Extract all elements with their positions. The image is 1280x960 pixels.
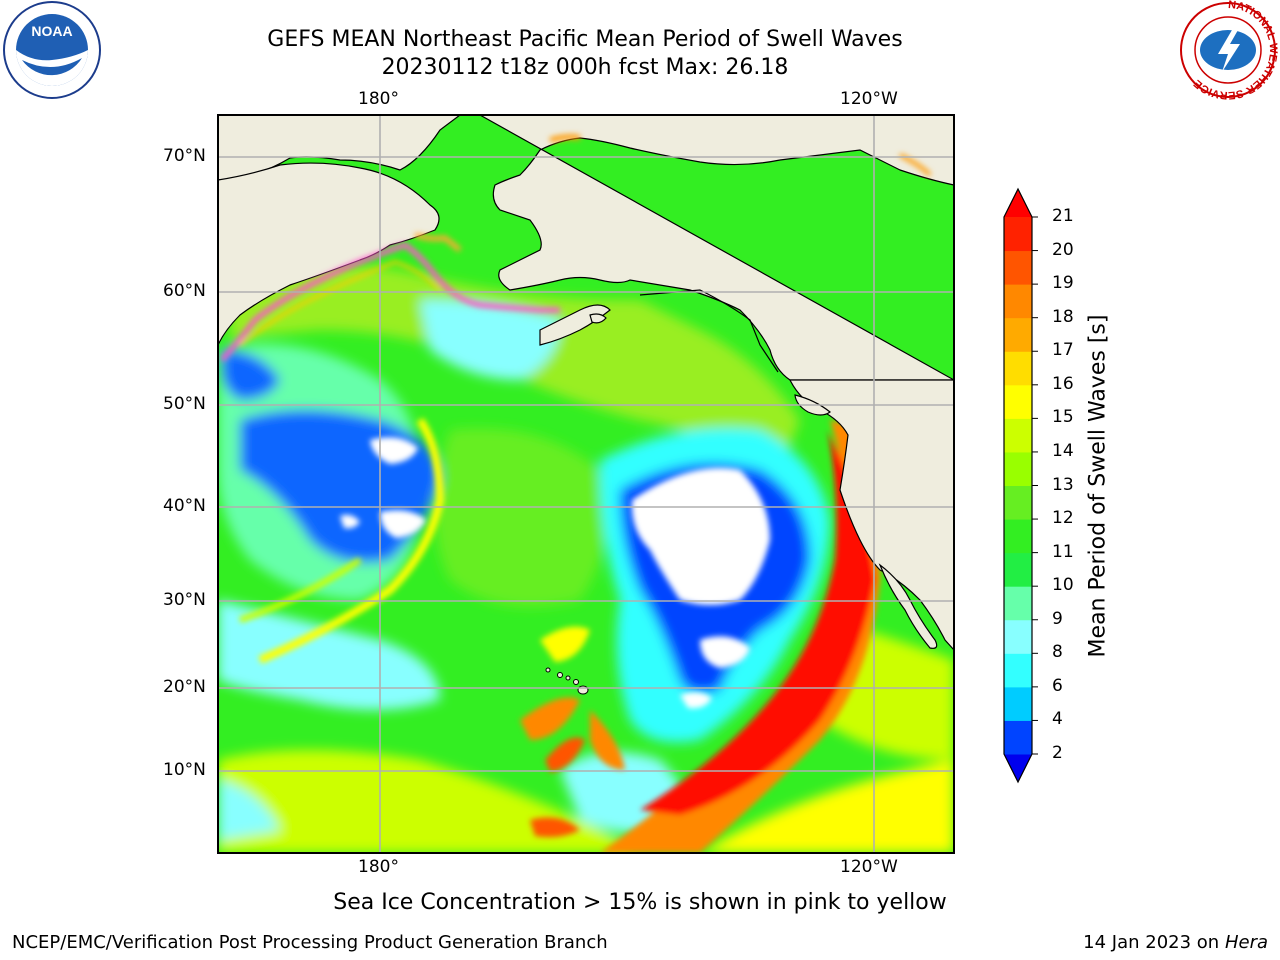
colorbar-segment xyxy=(1004,519,1032,554)
colorbar-tick-label: 13 xyxy=(1052,474,1074,495)
lon-label-top-120w: 120°W xyxy=(840,89,898,109)
colorbar-segment xyxy=(1004,351,1032,386)
field-cyan-west xyxy=(218,600,440,710)
nodata-west-low-3 xyxy=(340,514,360,529)
colorbar-tick-label: 6 xyxy=(1052,675,1063,696)
map-gridlines xyxy=(218,115,954,853)
credit-host: Hera xyxy=(1224,932,1268,953)
band-red xyxy=(640,430,875,815)
credit-date: 14 Jan 2023 on xyxy=(1083,932,1220,953)
nws-logo: NATIONAL WEATHER SERVICE xyxy=(1180,0,1278,100)
colorbar-under-extension xyxy=(1004,754,1032,782)
land-kodiak xyxy=(589,313,607,324)
colorbar-tick-label: 17 xyxy=(1052,340,1074,361)
colorbar-segment xyxy=(1004,485,1032,520)
field-lime-central xyxy=(435,428,607,607)
chart-title: GEFS MEAN Northeast Pacific Mean Period … xyxy=(267,27,903,52)
colorbar-segment xyxy=(1004,217,1032,252)
field-blue-west-edge xyxy=(222,350,280,400)
land-baja xyxy=(878,563,938,649)
nodata-east-high xyxy=(631,468,770,605)
colorbar-segment xyxy=(1004,552,1032,587)
band-orange xyxy=(600,420,880,853)
sea-ice-arctic xyxy=(549,134,581,143)
colorbar-tick-label: 4 xyxy=(1052,709,1063,730)
land-gulf-outline xyxy=(639,289,779,373)
field-cyan-southwest xyxy=(218,780,280,840)
colorbar-segment xyxy=(1004,451,1032,486)
streak-yellow-1 xyxy=(540,626,590,662)
colorbar-tick-label: 16 xyxy=(1052,373,1074,394)
credit-right: 14 Jan 2023 on Hera xyxy=(1083,932,1268,953)
lon-label-bottom-120w: 120°W xyxy=(840,857,898,877)
colorbar-tick-label: 18 xyxy=(1052,306,1074,327)
lat-label-30n: 30°N xyxy=(163,590,206,610)
colorbar-segment xyxy=(1004,418,1032,453)
colorbar-tick-label: 10 xyxy=(1052,575,1074,596)
colorbar xyxy=(1003,187,1038,784)
colorbar-label: Mean Period of Swell Waves [s] xyxy=(1085,314,1111,658)
lat-label-50n: 50°N xyxy=(163,394,206,414)
sea-ice-edge-inner xyxy=(239,260,442,347)
lat-label-20n: 20°N xyxy=(163,677,206,697)
arc-yellow-2 xyxy=(239,557,362,623)
colorbar-segment xyxy=(1004,720,1032,755)
colorbar-segment xyxy=(1004,284,1032,319)
svg-text:NOAA: NOAA xyxy=(31,23,72,39)
map-frame xyxy=(217,114,955,854)
colorbar-tick-label: 2 xyxy=(1052,743,1063,763)
lon-label-bottom-180: 180° xyxy=(358,857,399,877)
streak-orange-1 xyxy=(520,697,580,740)
land-chukotka xyxy=(218,162,440,346)
arc-yellow xyxy=(258,417,445,664)
streak-orange-2 xyxy=(545,737,585,772)
lat-label-10n: 10°N xyxy=(163,760,206,780)
sea-ice-edge xyxy=(220,242,560,362)
lat-label-70n: 70°N xyxy=(163,146,206,166)
colorbar-segment xyxy=(1004,619,1032,654)
colorbar-tick-label: 12 xyxy=(1052,508,1074,529)
colorbar-segment xyxy=(1004,384,1032,419)
colorbar-tick-label: 15 xyxy=(1052,407,1074,428)
nodata-east-small xyxy=(700,636,750,668)
colorbar-segment xyxy=(1004,250,1032,285)
colorbar-segment xyxy=(1004,317,1032,352)
field-yellow-southeast xyxy=(700,760,954,853)
sea-ice-caption: Sea Ice Concentration > 15% is shown in … xyxy=(0,890,1280,915)
colorbar-tick-label: 8 xyxy=(1052,642,1063,663)
nodata-west-low-1 xyxy=(370,437,418,464)
land-alaska xyxy=(478,115,954,381)
streak-orange-3 xyxy=(590,710,625,770)
colorbar-tick-label: 9 xyxy=(1052,608,1063,629)
noaa-logo: NOAA xyxy=(3,1,101,99)
colorbar-tick-label: 20 xyxy=(1052,239,1074,260)
field-cyan-bering xyxy=(420,300,560,380)
colorbar-tick-label: 11 xyxy=(1052,541,1074,562)
lat-label-60n: 60°N xyxy=(163,281,206,301)
nodata-west-low-2 xyxy=(380,510,426,538)
colorbar-tick-label: 19 xyxy=(1052,273,1074,294)
streak-orange-4 xyxy=(530,817,580,838)
colorbar-over-extension xyxy=(1004,189,1032,217)
sea-ice-bering xyxy=(414,232,462,252)
colorbar-tick-label: 21 xyxy=(1052,206,1074,226)
sea-ice-caption-text: Sea Ice Concentration > 15% is shown in … xyxy=(333,890,947,915)
lon-label-top-180: 180° xyxy=(358,89,399,109)
credit-left: NCEP/EMC/Verification Post Processing Pr… xyxy=(12,932,608,953)
colorbar-segment xyxy=(1004,653,1032,688)
nodata-east-small-2 xyxy=(680,692,712,709)
lat-label-40n: 40°N xyxy=(163,496,206,516)
colorbar-segment xyxy=(1004,686,1032,721)
colorbar-tick-label: 14 xyxy=(1052,440,1074,461)
chart-subtitle: 20230112 t18z 000h fcst Max: 26.18 xyxy=(381,55,789,80)
colorbar-segment xyxy=(1004,586,1032,621)
